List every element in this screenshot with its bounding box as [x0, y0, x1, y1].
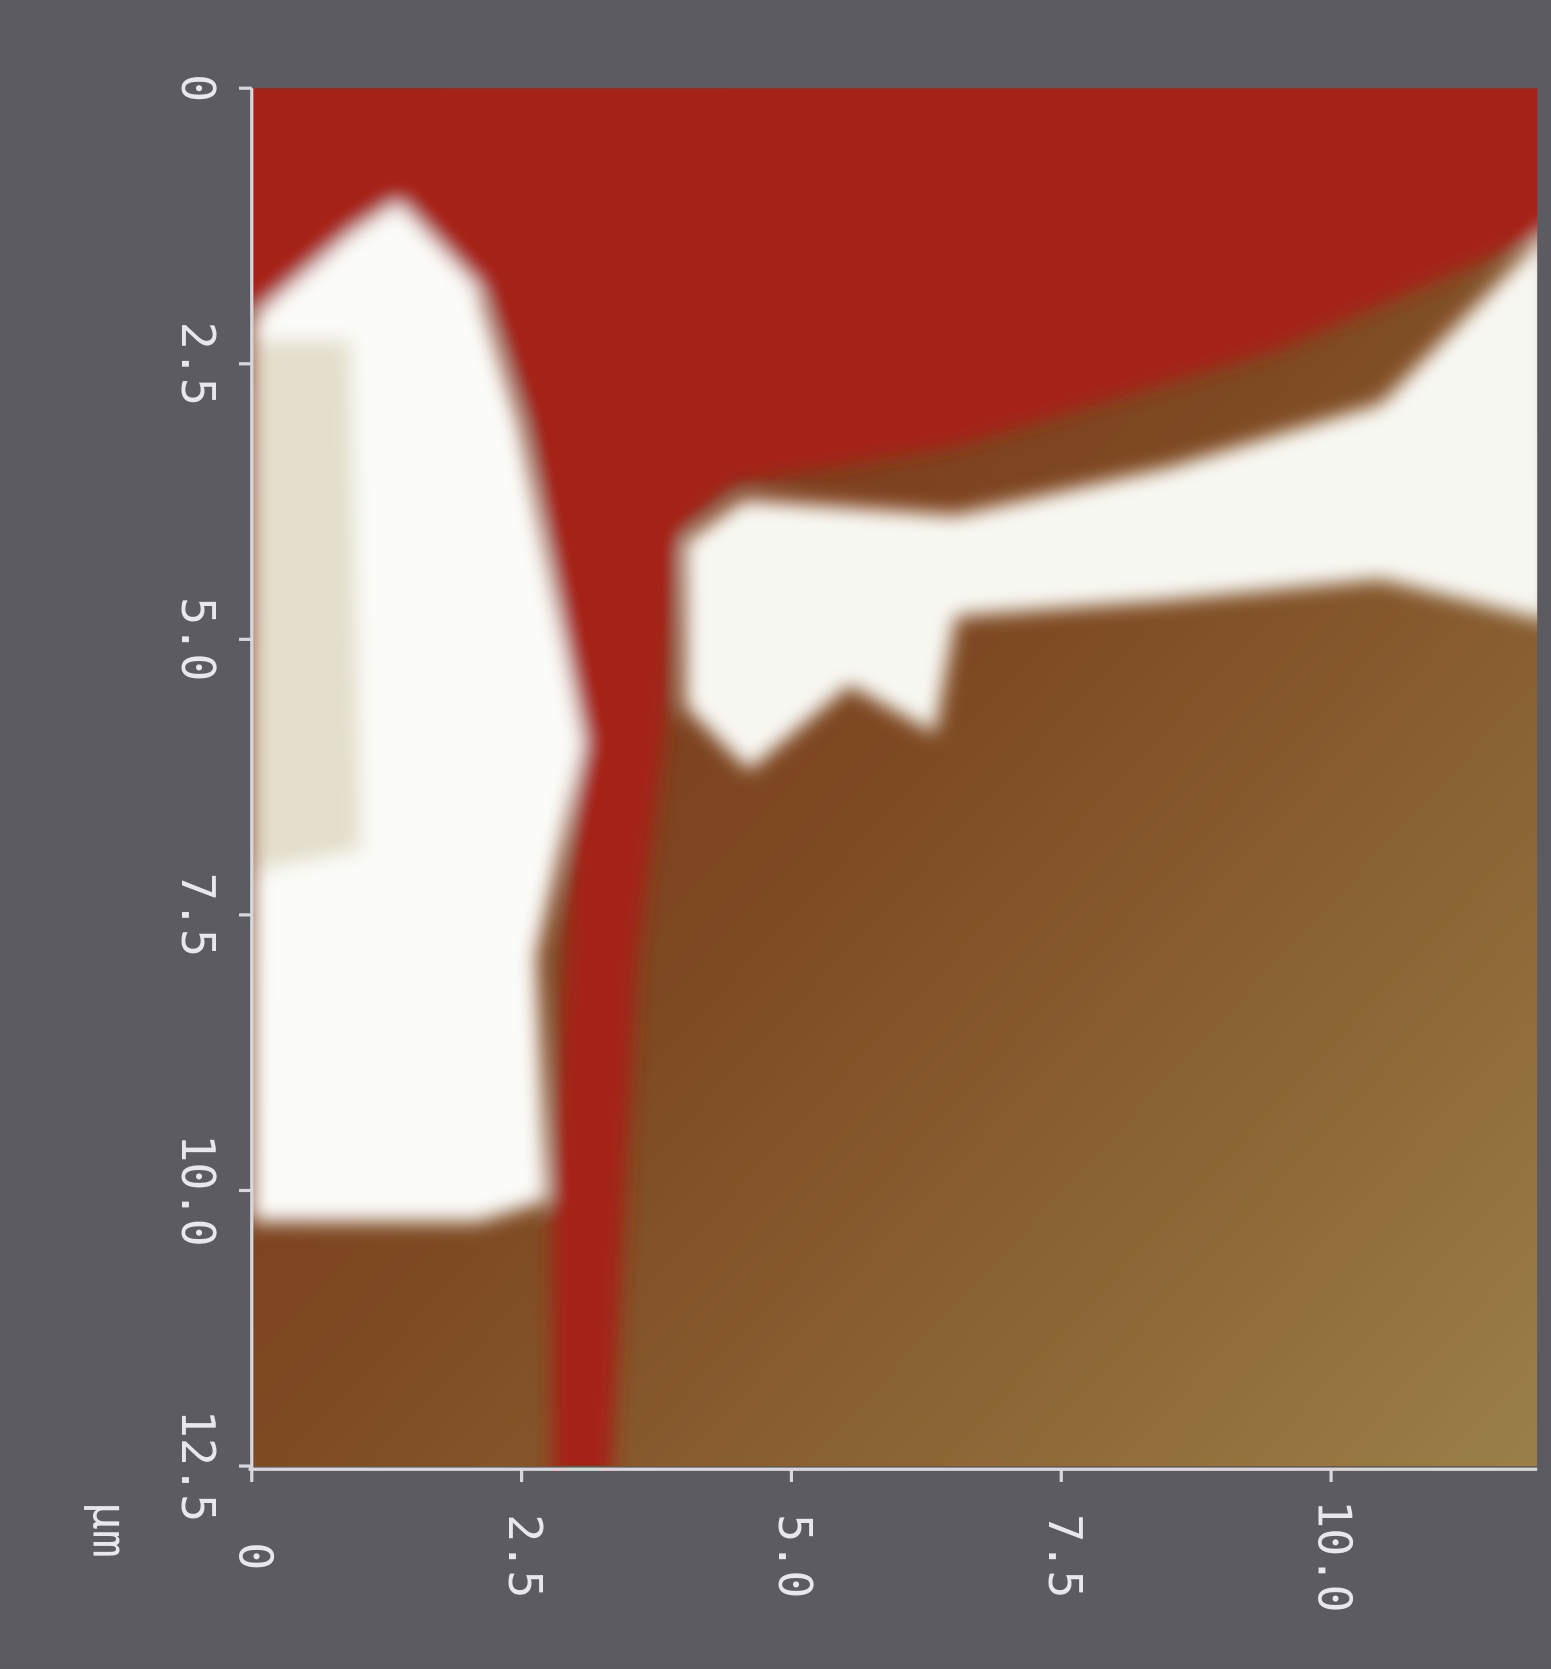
y-tick-label: 12.5 — [170, 1410, 224, 1523]
y-tick-label: 5.0 — [170, 597, 224, 681]
x-tick-label: 10.0 — [1307, 1500, 1361, 1613]
y-tick-label: 7.5 — [170, 873, 224, 957]
x-tick-label: 5.0 — [767, 1514, 821, 1598]
unit-label: µm — [82, 1502, 136, 1558]
pale-region — [254, 339, 362, 872]
red-region — [251, 88, 1538, 1467]
y-tick-label: 10.0 — [170, 1134, 224, 1247]
image-features — [251, 88, 1538, 1467]
white-band — [685, 242, 1538, 771]
y-tick-label: 2.5 — [170, 322, 224, 406]
x-tick-label: 0 — [227, 1542, 281, 1570]
x-tick-label: 2.5 — [497, 1514, 551, 1598]
afm-image — [251, 88, 1538, 1467]
x-tick-label: 7.5 — [1037, 1514, 1091, 1598]
y-tick-label: 0 — [170, 74, 224, 102]
